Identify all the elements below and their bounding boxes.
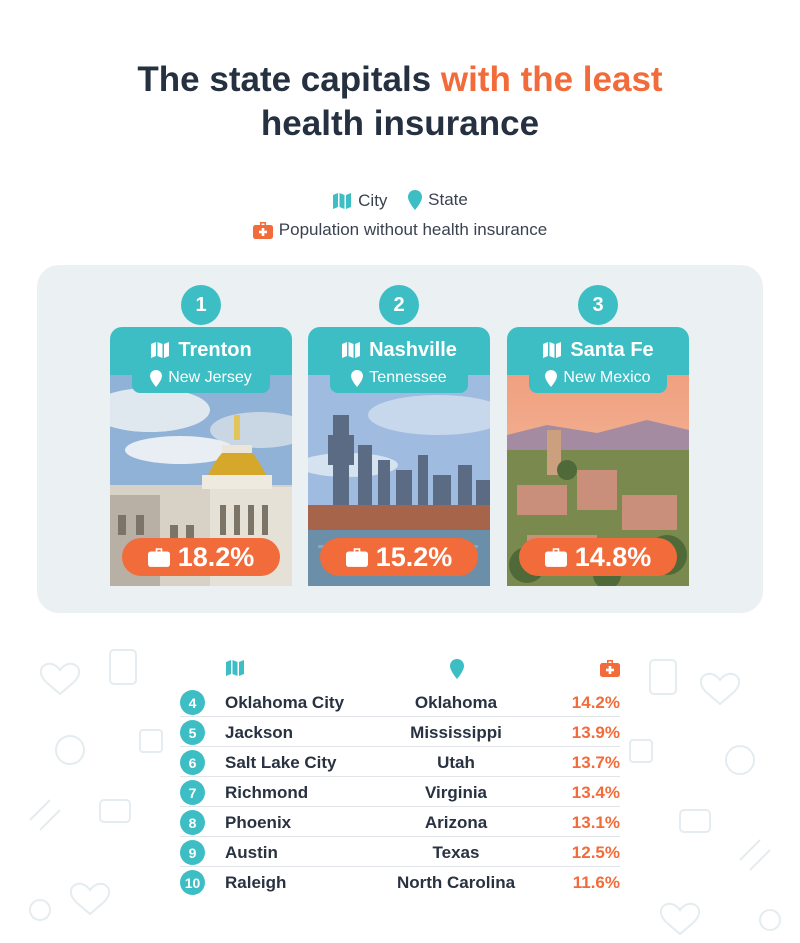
row-percent: 13.7% bbox=[571, 753, 620, 772]
first-aid-kit-icon bbox=[346, 547, 368, 567]
uninsured-percent-pill: 14.8% bbox=[519, 538, 677, 576]
rank-badge-1: 1 bbox=[181, 285, 221, 325]
map-icon bbox=[150, 341, 170, 359]
table-header bbox=[180, 655, 620, 687]
rank-number: 8 bbox=[180, 810, 205, 835]
map-icon bbox=[332, 192, 352, 210]
rank-badge-2: 2 bbox=[379, 285, 419, 325]
row-state: North Carolina bbox=[396, 873, 516, 892]
column-state bbox=[450, 659, 464, 684]
row-state: Texas bbox=[432, 843, 480, 862]
rank-badge-3: 3 bbox=[578, 285, 618, 325]
card-santa-fe: Santa Fe New Mexico 14.8% bbox=[507, 327, 689, 586]
row-percent: 11.6% bbox=[572, 873, 620, 892]
row-state: Utah bbox=[437, 753, 475, 772]
row-percent: 13.1% bbox=[571, 813, 620, 832]
first-aid-kit-icon bbox=[148, 547, 170, 567]
state-pill: New Jersey bbox=[132, 363, 270, 393]
location-pin-icon bbox=[545, 370, 557, 387]
table-row: 10 Raleigh North Carolina 11.6% bbox=[180, 867, 620, 897]
uninsured-percent: 14.8% bbox=[574, 541, 652, 572]
row-city: Austin bbox=[225, 843, 278, 862]
legend-population-label: Population without health insurance bbox=[278, 220, 548, 239]
legend-row-2: Population without health insurance bbox=[0, 220, 800, 244]
legend-city-label: City bbox=[358, 191, 388, 210]
location-pin-icon bbox=[150, 370, 162, 387]
legend-state-label: State bbox=[428, 190, 468, 209]
first-aid-kit-icon bbox=[600, 659, 620, 677]
rank-number: 5 bbox=[180, 720, 205, 745]
legend-row-1: City State bbox=[0, 190, 800, 215]
row-state: Arizona bbox=[424, 813, 488, 832]
city-name: Trenton bbox=[178, 338, 252, 361]
state-pill: Tennessee bbox=[330, 363, 468, 393]
legend-state: State bbox=[408, 190, 468, 210]
table-row: 4 Oklahoma City Oklahoma 14.2% bbox=[180, 687, 620, 717]
uninsured-percent: 18.2% bbox=[177, 541, 255, 572]
row-city: Jackson bbox=[225, 723, 294, 742]
table-row: 5 Jackson Mississippi 13.9% bbox=[180, 717, 620, 747]
row-percent: 13.9% bbox=[571, 723, 620, 742]
row-city: Raleigh bbox=[225, 873, 287, 892]
state-name: Tennessee bbox=[369, 369, 447, 386]
health-pattern-background bbox=[0, 620, 800, 943]
row-city: Salt Lake City bbox=[225, 753, 337, 772]
state-name: New Mexico bbox=[563, 369, 651, 386]
row-state: Mississippi bbox=[410, 723, 502, 742]
title-line2: health insurance bbox=[260, 104, 540, 143]
ranking-table: 4 Oklahoma City Oklahoma 14.2% 5 Jackson… bbox=[180, 655, 620, 897]
column-uninsured bbox=[600, 659, 620, 682]
row-percent: 14.2% bbox=[571, 693, 620, 712]
column-city bbox=[225, 659, 245, 682]
table-row: 6 Salt Lake City Utah 13.7% bbox=[180, 747, 620, 777]
uninsured-percent-pill: 15.2% bbox=[320, 538, 478, 576]
uninsured-percent-pill: 18.2% bbox=[122, 538, 280, 576]
title-part1: The state capitals bbox=[137, 60, 441, 99]
rank-number: 4 bbox=[180, 690, 205, 715]
table-row: 7 Richmond Virginia 13.4% bbox=[180, 777, 620, 807]
row-percent: 12.5% bbox=[571, 843, 620, 862]
row-city: Oklahoma City bbox=[225, 693, 345, 712]
first-aid-kit-icon bbox=[253, 221, 273, 239]
row-city: Richmond bbox=[225, 783, 309, 802]
title-accent: with the least bbox=[440, 60, 663, 99]
map-icon bbox=[225, 659, 245, 677]
table-row: 9 Austin Texas 12.5% bbox=[180, 837, 620, 867]
map-icon bbox=[341, 341, 361, 359]
city-name: Santa Fe bbox=[570, 338, 654, 361]
state-name: New Jersey bbox=[168, 369, 252, 386]
map-icon bbox=[542, 341, 562, 359]
card-nashville: Nashville Tennessee 15.2% bbox=[308, 327, 490, 586]
row-state: Oklahoma bbox=[414, 693, 498, 712]
rank-number: 10 bbox=[180, 870, 205, 895]
page-title: The state capitals with the least health… bbox=[0, 58, 800, 146]
table-row: 8 Phoenix Arizona 13.1% bbox=[180, 807, 620, 837]
rank-number: 7 bbox=[180, 780, 205, 805]
rank-number: 9 bbox=[180, 840, 205, 865]
row-state: Virginia bbox=[424, 783, 488, 802]
row-percent: 13.4% bbox=[571, 783, 620, 802]
legend-population: Population without health insurance bbox=[253, 220, 547, 240]
location-pin-icon bbox=[450, 659, 464, 679]
location-pin-icon bbox=[408, 190, 422, 210]
row-city: Phoenix bbox=[225, 813, 292, 832]
card-trenton: Trenton New Jersey 18.2% bbox=[110, 327, 292, 586]
city-name: Nashville bbox=[369, 338, 457, 361]
uninsured-percent: 15.2% bbox=[375, 541, 453, 572]
first-aid-kit-icon bbox=[545, 547, 567, 567]
location-pin-icon bbox=[351, 370, 363, 387]
rank-number: 6 bbox=[180, 750, 205, 775]
legend-city: City bbox=[332, 191, 387, 211]
state-pill: New Mexico bbox=[529, 363, 667, 393]
